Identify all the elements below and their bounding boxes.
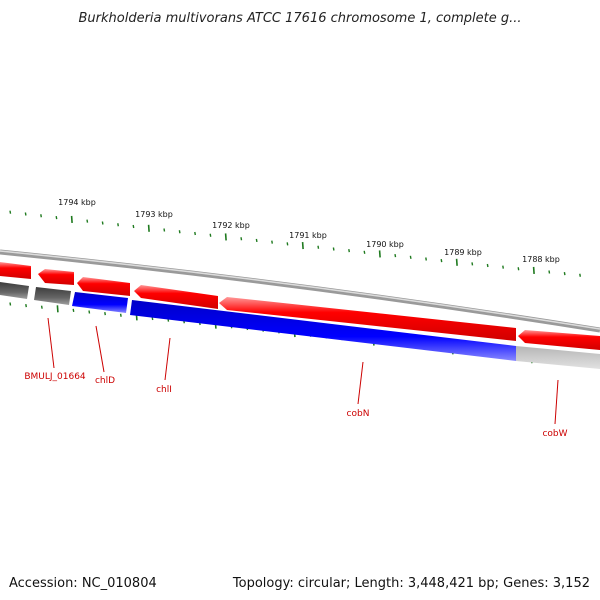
- minor-tick: [548, 270, 551, 274]
- gene-label-bmulj-01664[interactable]: BMULJ_01664: [24, 372, 86, 382]
- topology-summary: Topology: circular; Length: 3,448,421 bp…: [232, 576, 590, 591]
- gene-reverse-grey-2[interactable]: [34, 287, 71, 305]
- minor-tick: [502, 265, 504, 269]
- minor-tick: [40, 214, 42, 218]
- minor-tick: [163, 228, 166, 232]
- major-tick: [56, 305, 59, 313]
- minor-tick: [104, 312, 106, 316]
- minor-tick: [286, 242, 289, 246]
- accession-text: Accession: NC_010804: [9, 576, 157, 591]
- major-tick: [224, 233, 227, 241]
- minor-tick: [72, 308, 75, 313]
- minor-tick: [40, 305, 43, 309]
- minor-tick: [88, 310, 91, 314]
- minor-tick: [425, 257, 427, 261]
- tick-label-1788: 1788 kbp: [522, 255, 560, 264]
- major-tick: [301, 242, 304, 250]
- minor-tick: [348, 249, 350, 253]
- tick-label-1791: 1791 kbp: [289, 231, 327, 240]
- minor-tick: [409, 255, 412, 259]
- major-tick: [378, 250, 381, 258]
- minor-tick: [471, 262, 474, 266]
- gene-forward-4[interactable]: [134, 285, 218, 309]
- minor-tick: [119, 313, 122, 317]
- minor-tick: [486, 263, 489, 268]
- minor-tick: [440, 259, 443, 263]
- minor-tick: [9, 210, 12, 214]
- minor-tick: [25, 303, 27, 308]
- gene-label-chld[interactable]: chlD: [95, 376, 115, 386]
- minor-tick: [55, 215, 58, 220]
- backbone-outer-highlight: [0, 250, 600, 330]
- tick-label-1792: 1792 kbp: [212, 221, 250, 230]
- gene-reverse-light[interactable]: [516, 346, 600, 369]
- minor-tick: [240, 237, 243, 241]
- major-tick: [455, 258, 458, 266]
- minor-tick: [86, 219, 89, 223]
- minor-tick: [255, 238, 258, 243]
- tick-label-1789: 1789 kbp: [444, 248, 482, 257]
- minor-tick: [394, 254, 397, 258]
- gene-label-cobn[interactable]: cobN: [347, 409, 370, 419]
- major-tick: [147, 224, 150, 232]
- tick-label-1790: 1790 kbp: [366, 240, 404, 249]
- minor-tick: [579, 273, 581, 277]
- gene-label-cobw[interactable]: cobW: [542, 429, 567, 439]
- minor-tick: [194, 231, 196, 236]
- minor-tick: [563, 272, 566, 276]
- map-title: Burkholderia multivorans ATCC 17616 chro…: [79, 11, 522, 26]
- minor-tick: [9, 302, 12, 306]
- tick-label-1793: 1793 kbp: [135, 210, 173, 219]
- gene-leaders: [47, 317, 559, 425]
- tick-label-1794: 1794 kbp: [58, 198, 96, 207]
- minor-tick: [132, 224, 135, 229]
- tick-row-outer: [9, 210, 581, 277]
- minor-tick: [271, 240, 273, 244]
- minor-tick: [363, 250, 366, 254]
- backbone-outer: [0, 249, 600, 333]
- gene-forward-1[interactable]: [0, 262, 31, 279]
- minor-tick: [332, 247, 335, 251]
- gene-label-chli[interactable]: chlI: [156, 385, 172, 395]
- gene-forward-2[interactable]: [38, 269, 74, 285]
- gene-reverse-grey-1[interactable]: [0, 282, 29, 299]
- minor-tick: [101, 221, 104, 225]
- minor-tick: [209, 233, 212, 237]
- minor-tick: [517, 267, 520, 271]
- gene-reverse-blue-2[interactable]: [130, 300, 516, 361]
- minor-tick: [317, 245, 320, 249]
- gene-forward-3[interactable]: [77, 277, 130, 296]
- gene-forward-cobW[interactable]: [518, 330, 600, 350]
- major-tick: [70, 215, 73, 223]
- gene-reverse-blue-1[interactable]: [72, 292, 128, 313]
- major-tick: [532, 266, 535, 274]
- minor-tick: [117, 223, 119, 227]
- minor-tick: [24, 212, 27, 216]
- gene-forward-chlD-cobN[interactable]: [219, 297, 516, 341]
- minor-tick: [178, 230, 181, 234]
